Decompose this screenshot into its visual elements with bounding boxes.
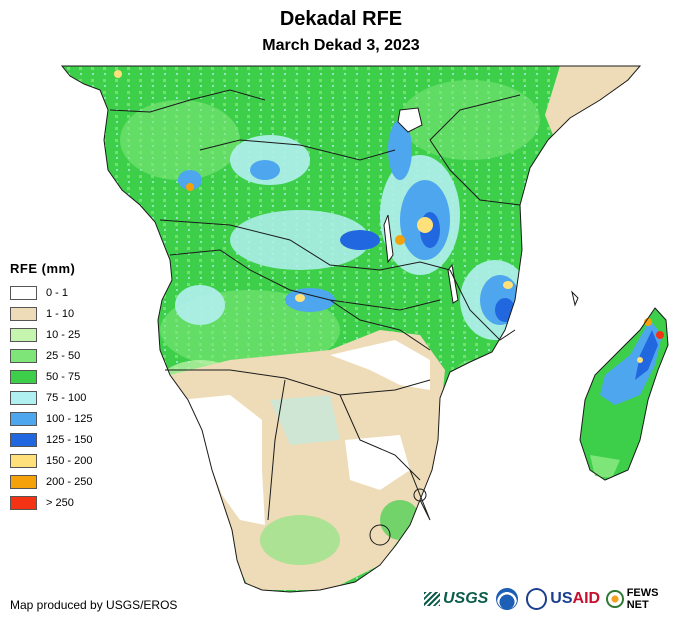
legend-label: 25 - 50 [46,349,81,362]
legend-label: 10 - 25 [46,328,81,341]
legend-item: 25 - 50 [10,345,92,366]
legend-item: 125 - 150 [10,429,92,450]
legend-label: 100 - 125 [46,412,93,425]
legend-item: 150 - 200 [10,450,92,471]
legend-label: 75 - 100 [46,391,87,404]
legend-swatch [10,411,37,426]
legend-label: 50 - 75 [46,370,81,383]
noaa-logo [496,588,518,610]
legend-swatch [10,453,37,468]
legend-label: 1 - 10 [46,307,75,320]
usgs-logo-text: USGS [443,590,489,607]
legend-label: 150 - 200 [46,454,93,467]
legend-swatch [10,495,37,510]
partner-logos: USGS USAID FEWS NET [424,583,682,615]
legend-label: > 250 [46,496,74,509]
legend-item: 0 - 1 [10,282,92,303]
legend-swatch [10,474,37,489]
usgs-wave-icon [424,592,440,606]
legend-item: 100 - 125 [10,408,92,429]
fews-net-icon [606,590,624,608]
legend-label: 200 - 250 [46,475,93,488]
legend-swatch [10,369,37,384]
legend-label: 0 - 1 [46,286,69,299]
usaid-logo-aid: AID [572,590,601,607]
legend-swatch [10,390,37,405]
legend-item: 10 - 25 [10,324,92,345]
usaid-seal-icon [525,588,548,610]
legend-item: 50 - 75 [10,366,92,387]
legend-swatch [10,348,37,363]
legend-item: > 250 [10,492,92,513]
country-borders [61,65,669,593]
usgs-logo: USGS [424,590,488,608]
legend-swatch [10,432,37,447]
legend-swatch [10,306,37,321]
map-subtitle: March Dekad 3, 2023 [262,37,420,54]
credit-text: Map produced by USGS/EROS [10,598,178,612]
legend-swatch [10,285,37,300]
fews-net-logo: FEWS NET [626,587,659,611]
legend-item: 1 - 10 [10,303,92,324]
madagascar [580,308,668,480]
map-title: Dekadal RFE [279,8,403,30]
legend-item: 75 - 100 [10,387,92,408]
usaid-logo: USAID [550,590,600,608]
legend-swatch [10,327,37,342]
legend: RFE (mm) 0 - 1 1 - 10 10 - 25 25 - 50 50 - 7… [10,261,92,513]
legend-label: 125 - 150 [46,433,93,446]
legend-title: RFE (mm) [10,261,76,276]
lakes [383,107,459,304]
legend-item: 200 - 250 [10,471,92,492]
usaid-logo-us: US [550,590,573,607]
